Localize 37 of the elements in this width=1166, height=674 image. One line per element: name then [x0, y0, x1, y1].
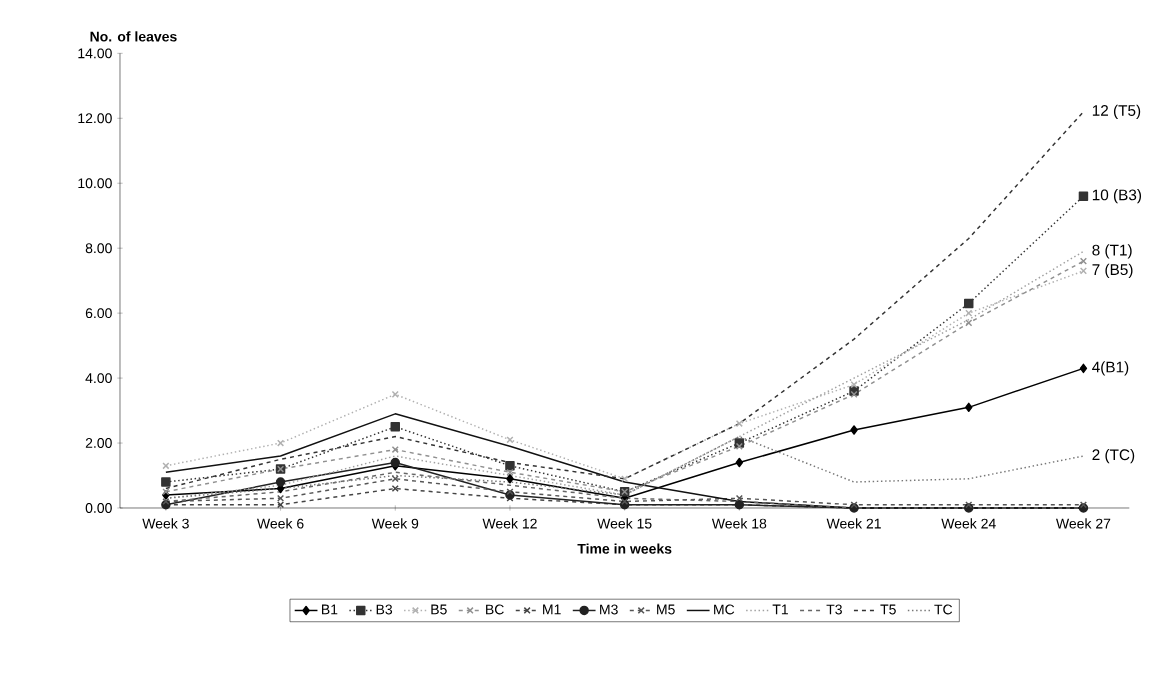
x-tick-label: Week 15 — [597, 518, 652, 529]
y-tick-label: 0.00 — [85, 503, 112, 513]
x-tick-label: Week 18 — [711, 518, 767, 529]
legend-label: BC — [486, 604, 504, 615]
legend-label: M3 — [600, 604, 618, 615]
legend-label: T1 — [772, 604, 788, 615]
y-tick-label: 12.00 — [78, 113, 112, 124]
y-tick-label: 10.00 — [78, 178, 112, 189]
y-axis-title: No. of leaves — [90, 31, 177, 42]
annotation: 10 (B3) — [1092, 189, 1142, 204]
x-tick-label: Week 12 — [482, 518, 537, 529]
y-tick-label: 8.00 — [85, 243, 112, 254]
x-tick-label: Week 21 — [826, 518, 881, 529]
legend-label: T5 — [880, 604, 896, 615]
x-tick-label: Week 3 — [142, 518, 189, 529]
x-tick-label: Week 9 — [371, 518, 419, 529]
x-tick-label: Week 24 — [941, 518, 996, 529]
y-tick-label: 14.00 — [78, 48, 112, 59]
x-axis-title: Time in weeks — [577, 543, 672, 554]
annotation: 2 (TC) — [1092, 448, 1135, 464]
annotation: 12 (T5) — [1092, 104, 1141, 119]
y-tick-label: 4.00 — [85, 373, 112, 384]
y-tick-label: 2.00 — [85, 438, 112, 449]
legend-label: MC — [714, 604, 735, 615]
y-tick-label: 6.00 — [85, 308, 112, 319]
annotation: 4(B1) — [1092, 361, 1129, 376]
legend-label: TC — [934, 604, 953, 615]
legend-label: B1 — [322, 604, 338, 615]
legend-label: M5 — [657, 604, 675, 615]
x-tick-label: Week 6 — [257, 518, 304, 529]
x-tick-label: Week 27 — [1056, 518, 1111, 529]
legend-label: B3 — [376, 604, 393, 615]
legend-label: M1 — [543, 604, 561, 615]
annotation: 8 (T1) — [1092, 244, 1132, 259]
legend-label: B5 — [431, 604, 447, 615]
legend-label: T3 — [826, 604, 842, 615]
annotation: 7 (B5) — [1092, 263, 1133, 279]
